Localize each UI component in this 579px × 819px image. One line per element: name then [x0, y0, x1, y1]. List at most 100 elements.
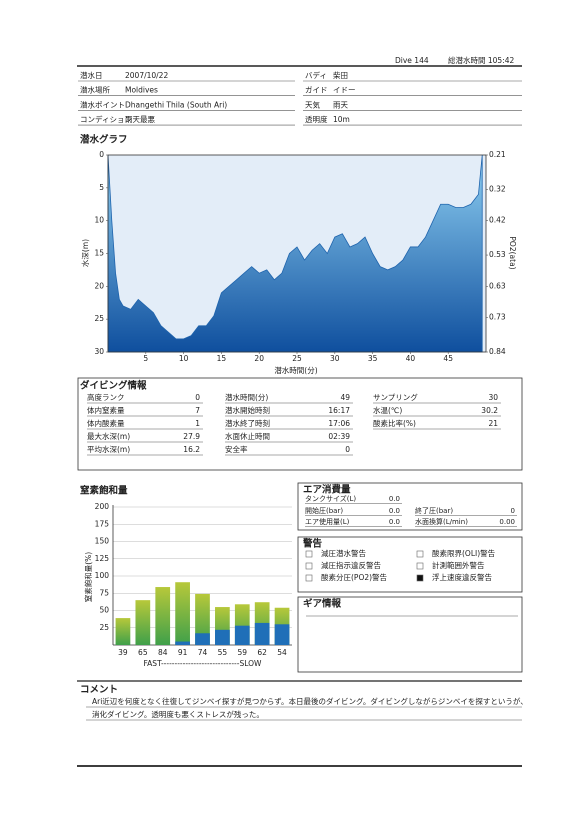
warning-label: 酸素分圧(PO2)警告: [321, 572, 388, 582]
x-tick-label: 20: [254, 354, 264, 363]
bar-label: 55: [218, 648, 228, 657]
info-value: 17:06: [328, 419, 350, 428]
y-tick-label: 175: [95, 519, 110, 528]
comment-line: 消化ダイビング。透明度も悪くストレスが残った。: [92, 709, 264, 719]
field-label: ガイド: [305, 85, 328, 95]
info-value: 7: [195, 406, 200, 415]
bar-label: 54: [277, 648, 287, 657]
tissue-bar: [234, 625, 250, 645]
info-label: 体内窒素量: [87, 405, 125, 415]
y-tick-label: 10: [94, 216, 104, 225]
y2-tick-label: 0.84: [489, 347, 506, 356]
y-tick-label: 150: [95, 537, 110, 546]
x-tick-label: 40: [406, 354, 416, 363]
y2-tick-label: 0.42: [489, 216, 506, 225]
bar-label: 65: [138, 648, 148, 657]
x-tick-label: 15: [217, 354, 227, 363]
info-value: 16.2: [183, 445, 200, 454]
info-value: 30: [488, 393, 498, 402]
y2-tick-label: 0.63: [489, 281, 506, 290]
comment-title: コメント: [80, 685, 118, 696]
nitrogen-title: 窒素飽和量: [80, 485, 128, 497]
air-value: 0.0: [389, 495, 400, 503]
info-value: 0: [345, 445, 350, 454]
x-tick-label: 35: [368, 354, 378, 363]
checkbox: [305, 574, 313, 582]
dive-info-box: [77, 377, 523, 471]
info-value: 21: [488, 419, 498, 428]
bar-label: 84: [158, 648, 168, 657]
field-value: イドー: [333, 86, 356, 95]
air-value: 0.0: [389, 507, 400, 515]
field-label: 潜水ポイント: [80, 99, 125, 109]
info-value: 30.2: [481, 406, 498, 415]
tissue-bar: [175, 641, 190, 645]
y-tick-label: 200: [95, 502, 110, 511]
y-tick-label: 25: [94, 314, 104, 323]
air-label: タンクサイズ(L): [305, 494, 356, 503]
y2-tick-label: 0.21: [489, 150, 506, 159]
air-value: 0.00: [499, 518, 515, 526]
field-label: 潜水場所: [80, 85, 110, 95]
info-label: サンプリング: [373, 392, 418, 402]
x-tick-label: 10: [179, 354, 189, 363]
saturation-bar: [195, 593, 210, 645]
info-label: 水面休止時間: [225, 431, 270, 441]
warning-label: 浮上速度違反警告: [432, 572, 492, 582]
warning-label: 計測範囲外警告: [432, 560, 485, 570]
dive-info-title: ダイビング情報: [80, 380, 147, 392]
checkbox: [416, 562, 424, 570]
info-value: 16:17: [328, 406, 350, 415]
bar-label: 39: [118, 648, 128, 657]
x-tick-label: 25: [292, 354, 302, 363]
tissue-bar: [195, 633, 210, 645]
warning-label: 酸素限界(OLI)警告: [432, 548, 496, 558]
air-box: [297, 482, 523, 531]
total-time: 総潜水時間 105:42: [448, 55, 514, 65]
warning-label: 減圧指示違反警告: [321, 560, 381, 570]
info-value: 1: [195, 419, 200, 428]
saturation-bar: [155, 587, 171, 645]
y-tick-label: 0: [99, 150, 104, 159]
info-label: 潜水時間(分): [225, 392, 268, 402]
y-tick-label: 20: [94, 281, 104, 290]
info-label: 水温(℃): [373, 405, 402, 415]
saturation-bar: [115, 618, 131, 645]
gear-box: [297, 596, 523, 673]
y-axis-label: 窒素飽和量(%): [83, 552, 93, 603]
info-label: 体内酸素量: [87, 418, 125, 428]
x-tick-label: 45: [443, 354, 453, 363]
y-tick-label: 125: [95, 554, 110, 563]
field-value: Moldives: [125, 86, 158, 95]
checkbox: [416, 550, 424, 558]
field-label: 透明度: [305, 114, 328, 124]
air-title: エア消費量: [303, 484, 351, 496]
saturation-bar: [175, 582, 190, 645]
y-tick-label: 100: [95, 571, 110, 580]
info-label: 平均水深(m): [87, 444, 130, 454]
field-label: 潜水日: [80, 70, 103, 80]
bar-label: 62: [257, 648, 267, 657]
air-value: 0: [511, 507, 515, 515]
x-tick-label: 5: [143, 354, 148, 363]
y2-axis-label: PO2(ata): [508, 236, 517, 269]
field-value: 2007/10/22: [125, 71, 168, 80]
field-value: 柴田: [333, 70, 348, 80]
info-value: 27.9: [183, 432, 200, 441]
tissue-bar: [215, 629, 230, 645]
field-value: 雨天最悪: [125, 115, 155, 124]
y-tick-label: 5: [99, 183, 104, 192]
bar-label: 59: [238, 648, 248, 657]
y-tick-label: 15: [94, 249, 104, 258]
field-label: バディ: [305, 70, 327, 80]
y-axis-label: 水深(m): [80, 239, 90, 267]
tissue-bar: [274, 624, 290, 645]
info-label: 潜水開始時刻: [225, 405, 270, 415]
info-label: 潜水終了時刻: [225, 418, 270, 428]
warning-box: [297, 536, 523, 593]
warning-label: 減圧潜水警告: [321, 548, 366, 558]
y-tick-label: 75: [99, 588, 109, 597]
y2-tick-label: 0.53: [489, 250, 506, 259]
air-label: 水面換算(L/min): [415, 517, 468, 526]
